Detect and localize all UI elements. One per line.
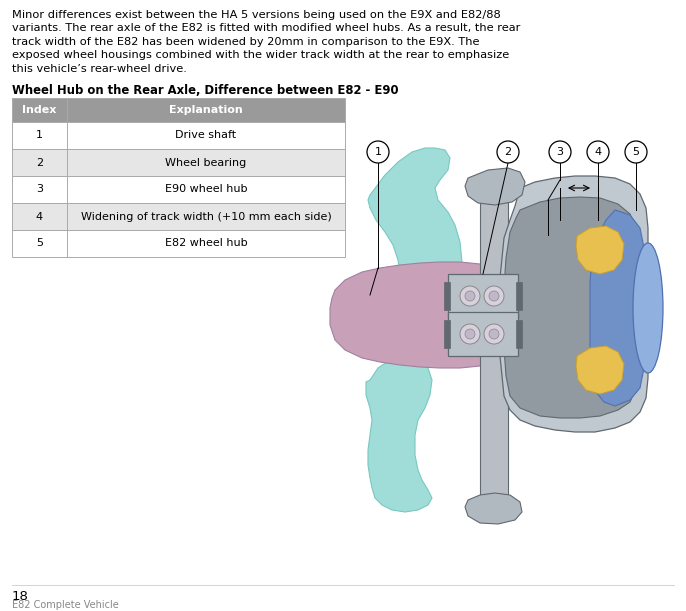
Polygon shape — [368, 148, 462, 358]
Text: 1: 1 — [375, 147, 381, 157]
Bar — [444, 282, 450, 310]
Polygon shape — [465, 493, 522, 524]
Text: 4: 4 — [595, 147, 602, 157]
Bar — [516, 282, 522, 310]
Text: 2: 2 — [36, 158, 43, 167]
Text: Drive shaft: Drive shaft — [176, 131, 237, 141]
Text: Explanation: Explanation — [169, 105, 243, 115]
Bar — [480, 202, 508, 497]
Text: 4: 4 — [36, 211, 43, 222]
FancyBboxPatch shape — [448, 312, 518, 356]
Polygon shape — [330, 262, 542, 368]
Circle shape — [497, 141, 519, 163]
Polygon shape — [576, 346, 624, 394]
Polygon shape — [500, 176, 648, 432]
Bar — [516, 320, 522, 348]
Text: Minor differences exist between the HA 5 versions being used on the E9X and E82/: Minor differences exist between the HA 5… — [12, 10, 501, 20]
Circle shape — [489, 329, 499, 339]
Text: Wheel Hub on the Rear Axle, Difference between E82 - E90: Wheel Hub on the Rear Axle, Difference b… — [12, 84, 399, 97]
Text: track width of the E82 has been widened by 20mm in comparison to the E9X. The: track width of the E82 has been widened … — [12, 37, 480, 47]
Circle shape — [489, 291, 499, 301]
Text: Widening of track width (+10 mm each side): Widening of track width (+10 mm each sid… — [81, 211, 331, 222]
Polygon shape — [504, 197, 638, 418]
Circle shape — [460, 286, 480, 306]
Text: this vehicle’s rear-wheel drive.: this vehicle’s rear-wheel drive. — [12, 64, 187, 74]
Polygon shape — [366, 358, 432, 512]
Circle shape — [367, 141, 389, 163]
Bar — [444, 320, 450, 348]
Bar — [12, 203, 345, 230]
Text: variants. The rear axle of the E82 is fitted with modified wheel hubs. As a resu: variants. The rear axle of the E82 is fi… — [12, 23, 521, 34]
Text: E82 Complete Vehicle: E82 Complete Vehicle — [12, 600, 119, 610]
Circle shape — [484, 286, 504, 306]
FancyBboxPatch shape — [448, 274, 518, 318]
Text: 5: 5 — [36, 238, 43, 249]
Bar — [12, 98, 345, 122]
Circle shape — [625, 141, 647, 163]
Text: E90 wheel hub: E90 wheel hub — [165, 185, 247, 194]
Polygon shape — [590, 210, 645, 406]
Text: 18: 18 — [12, 590, 29, 603]
Text: 3: 3 — [556, 147, 563, 157]
Bar — [12, 176, 345, 203]
Bar — [12, 230, 345, 257]
Polygon shape — [465, 168, 525, 205]
Bar — [12, 149, 345, 176]
Circle shape — [465, 291, 475, 301]
Circle shape — [549, 141, 571, 163]
Polygon shape — [576, 226, 624, 274]
Text: exposed wheel housings combined with the wider track width at the rear to emphas: exposed wheel housings combined with the… — [12, 51, 509, 60]
Circle shape — [460, 324, 480, 344]
Circle shape — [587, 141, 609, 163]
Text: 1: 1 — [36, 131, 43, 141]
Bar — [12, 122, 345, 149]
Text: 5: 5 — [632, 147, 639, 157]
Text: 3: 3 — [36, 185, 43, 194]
Text: Index: Index — [23, 105, 57, 115]
Text: 2: 2 — [504, 147, 512, 157]
Text: E82 wheel hub: E82 wheel hub — [165, 238, 248, 249]
Circle shape — [484, 324, 504, 344]
Ellipse shape — [633, 243, 663, 373]
Text: Wheel bearing: Wheel bearing — [165, 158, 247, 167]
Circle shape — [465, 329, 475, 339]
